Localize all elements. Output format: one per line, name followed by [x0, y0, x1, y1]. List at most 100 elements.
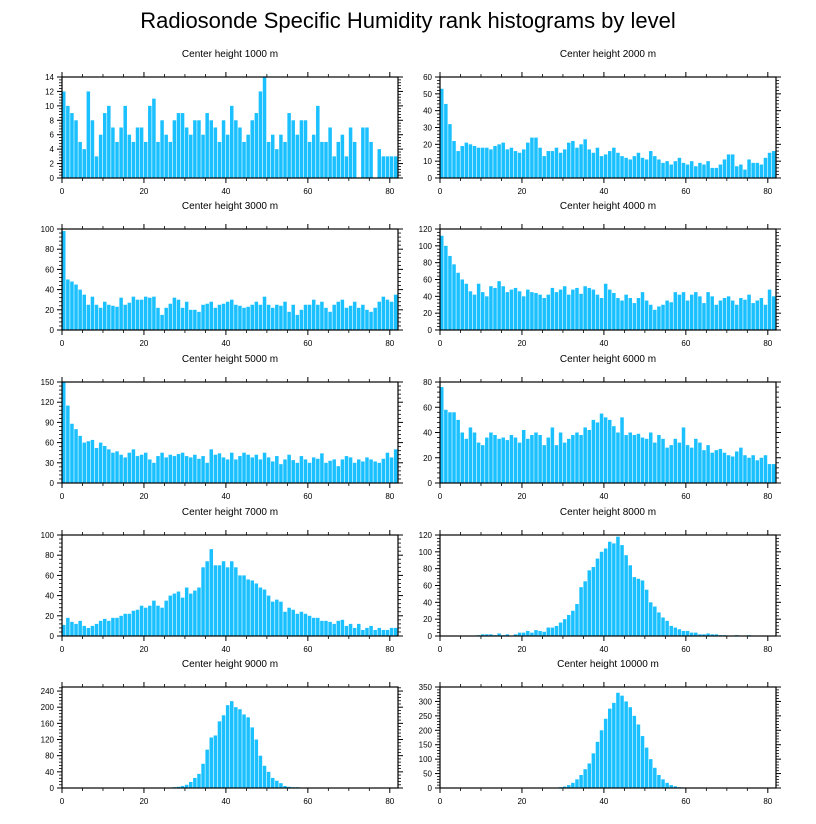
bar — [636, 298, 641, 330]
bar — [771, 464, 776, 483]
bar — [673, 627, 678, 636]
bar — [143, 452, 148, 483]
x-tick-label: 20 — [517, 797, 526, 806]
bar — [530, 435, 534, 483]
x-tick-label: 60 — [681, 797, 690, 806]
bar — [480, 292, 485, 331]
bar — [156, 307, 160, 330]
bar — [558, 152, 563, 178]
y-tick-label: 100 — [41, 225, 55, 234]
bar — [156, 605, 160, 636]
bar — [476, 147, 481, 178]
bar — [86, 91, 91, 178]
bar — [254, 454, 259, 483]
bar — [316, 304, 320, 330]
y-tick-label: 2 — [50, 160, 55, 169]
bar — [726, 154, 731, 178]
bar — [669, 785, 673, 788]
bar — [70, 621, 74, 636]
bar — [295, 134, 300, 178]
bar — [603, 548, 608, 636]
bar — [275, 456, 279, 483]
bar — [348, 457, 353, 483]
y-tick-label: 100 — [419, 548, 433, 557]
bar — [180, 785, 185, 788]
bar — [497, 281, 501, 330]
bar — [98, 620, 103, 636]
bar — [135, 456, 140, 483]
bar — [542, 298, 546, 330]
bar — [747, 159, 751, 178]
bar — [324, 141, 328, 178]
bar — [616, 536, 620, 636]
bar — [505, 149, 510, 178]
bar — [135, 609, 140, 636]
bar — [489, 149, 493, 178]
bar — [603, 154, 608, 178]
bar — [176, 113, 181, 178]
chart-panel: Center height 9000 m 0 40 80 120 160 200 240 0 20… — [41, 659, 403, 806]
bar — [460, 146, 464, 178]
bar — [583, 769, 587, 788]
y-tick-label: 0 — [428, 632, 433, 641]
bar — [287, 113, 291, 178]
x-tick-label: 20 — [517, 645, 526, 654]
bar — [583, 581, 587, 636]
bar — [681, 162, 686, 178]
bar — [250, 120, 254, 178]
bar — [193, 777, 197, 788]
bar — [86, 627, 91, 636]
bar — [685, 445, 690, 484]
x-tick-label: 0 — [60, 797, 65, 806]
bar — [189, 309, 193, 330]
y-tick-label: 8 — [50, 116, 55, 125]
bar — [636, 433, 641, 483]
bar — [562, 786, 567, 788]
bar — [636, 578, 641, 636]
bar — [624, 701, 628, 788]
bar — [266, 141, 271, 178]
bar — [681, 427, 686, 483]
bar — [213, 565, 218, 636]
x-tick-label: 60 — [303, 187, 312, 196]
bar — [759, 457, 764, 483]
bar — [90, 120, 95, 178]
bar — [238, 709, 242, 788]
bar — [119, 297, 123, 330]
bar — [381, 629, 386, 636]
x-tick-label: 20 — [139, 645, 148, 654]
bar — [485, 634, 489, 636]
bar — [373, 461, 377, 483]
bar — [579, 293, 583, 330]
bar — [694, 292, 698, 331]
y-tick-label: 80 — [423, 259, 432, 268]
y-tick-label: 20 — [423, 309, 432, 318]
bar — [665, 620, 669, 636]
bar — [694, 438, 698, 483]
bar — [579, 775, 583, 788]
bar — [279, 601, 283, 636]
bar — [644, 747, 649, 788]
bar — [283, 611, 287, 636]
bar — [324, 620, 328, 636]
bar — [369, 311, 373, 330]
bar — [242, 452, 246, 483]
bar — [718, 164, 723, 178]
bar — [546, 151, 551, 178]
bar — [184, 301, 189, 330]
bar — [193, 120, 197, 178]
bar — [648, 304, 653, 330]
bar — [98, 307, 103, 330]
bar — [640, 580, 645, 636]
bar — [567, 142, 571, 178]
bar — [102, 618, 107, 636]
bar — [381, 458, 386, 483]
bar — [521, 632, 526, 636]
bar — [603, 417, 608, 483]
bar — [571, 289, 575, 330]
bar — [632, 577, 637, 636]
bar — [78, 141, 82, 178]
bar — [620, 156, 624, 178]
bar — [307, 462, 312, 483]
x-tick-label: 80 — [763, 187, 772, 196]
